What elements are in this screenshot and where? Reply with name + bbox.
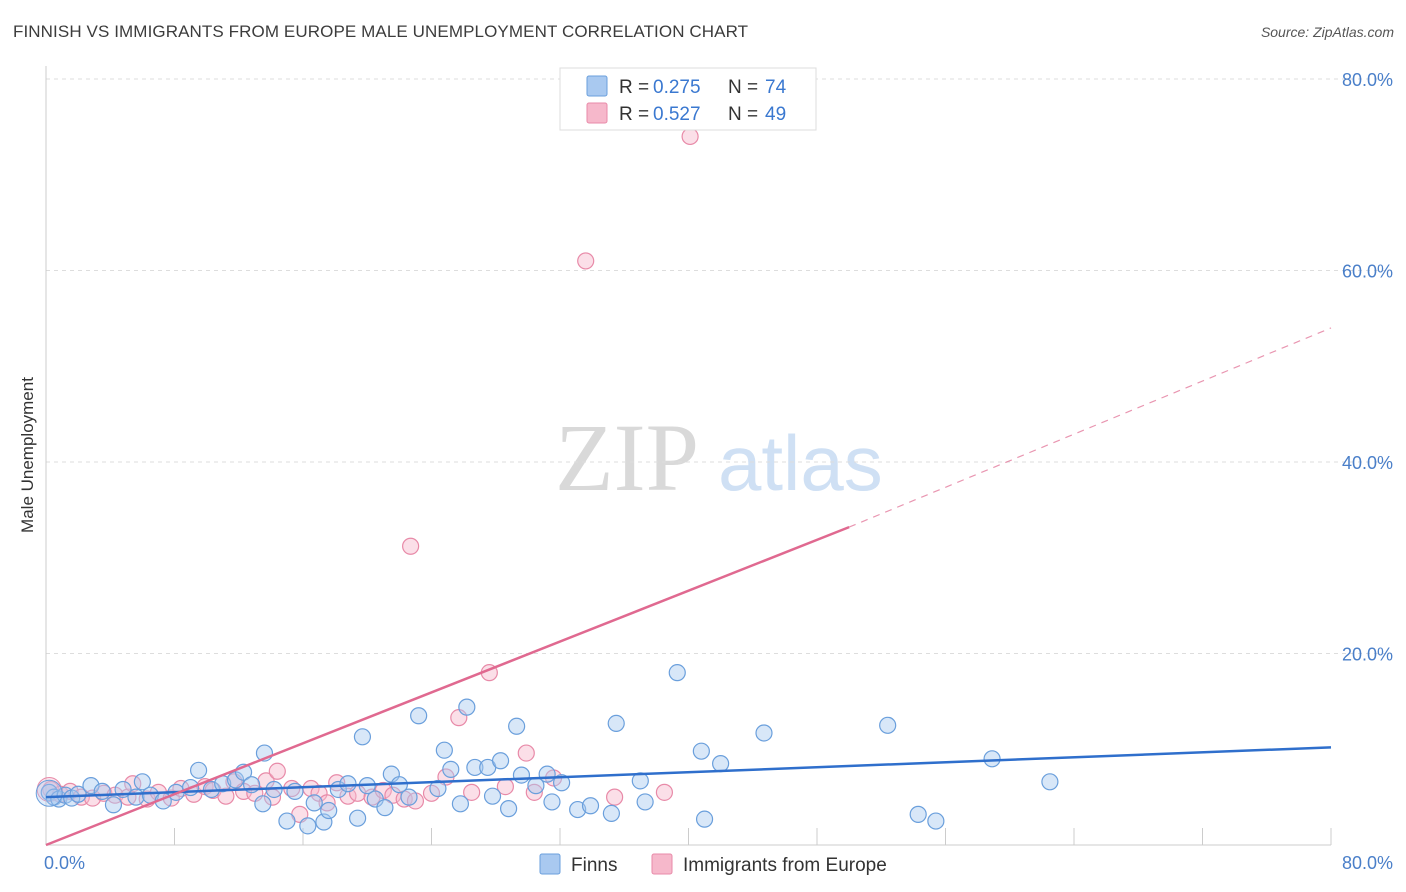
finns-point-53 [512, 766, 531, 784]
immigrants-point-49 [681, 127, 699, 146]
finns-point-51 [500, 800, 518, 818]
finns-point-70 [909, 805, 927, 823]
legend-swatch-immigrants [586, 102, 608, 124]
immigrants-trend-line [45, 525, 850, 847]
x-tick-labels: 0.0% 80.0% [44, 853, 1393, 873]
immigrants-trend-extension [848, 327, 1332, 528]
bottom-legend-swatch-immigrants [651, 853, 673, 875]
finns-point-64 [668, 664, 686, 682]
y-tick-labels: 20.0% 40.0% 60.0% 80.0% [1342, 70, 1393, 665]
finns-point-25 [278, 812, 296, 830]
finns-point-27 [299, 817, 317, 835]
finns-point-68 [755, 724, 773, 742]
legend-immigrants-n-value: 49 [765, 104, 786, 125]
finns-point-42 [429, 779, 447, 798]
legend-finns-n-label: N = [728, 77, 758, 98]
finns-point-67 [712, 755, 730, 773]
finns-point-45 [451, 795, 470, 813]
finns-point-7 [93, 782, 111, 800]
source-credit: Source: ZipAtlas.com [1260, 24, 1394, 40]
watermark-zip: ZIP [555, 404, 699, 511]
trend-lines [45, 327, 1332, 847]
x-tick-label-0: 0.0% [44, 853, 85, 873]
legend-finns-r-value: 0.275 [653, 77, 701, 98]
y-tick-label-3: 80.0% [1342, 70, 1393, 90]
legend-finns-n-value: 74 [765, 77, 787, 98]
finns-point-30 [320, 801, 338, 820]
x-tick-label-1: 80.0% [1342, 853, 1393, 873]
finns-point-65 [692, 742, 710, 760]
gridlines [46, 78, 1392, 654]
immigrants-point-35 [402, 537, 420, 555]
legend-finns-r-label: R = [619, 77, 649, 98]
finns-point-28 [305, 794, 323, 812]
finns-point-11 [133, 773, 151, 791]
finns-point-73 [1041, 773, 1059, 791]
finns-point-71 [927, 812, 945, 830]
watermark: ZIP atlas [555, 404, 883, 511]
immigrants-point-44 [525, 783, 543, 801]
finns-point-63 [636, 793, 654, 811]
finns-point-44 [442, 760, 460, 778]
finns-point-41 [410, 707, 428, 725]
legend-immigrants-r-label: R = [619, 104, 649, 125]
y-tick-label-2: 60.0% [1342, 262, 1393, 282]
finns-point-22 [254, 795, 272, 813]
finns-point-5 [69, 785, 87, 803]
legend-immigrants-n-label: N = [728, 104, 758, 125]
finns-point-55 [538, 765, 556, 783]
legend-immigrants-r-value: 0.527 [653, 104, 701, 125]
chart-title: FINNISH VS IMMIGRANTS FROM EUROPE MALE U… [13, 22, 749, 41]
immigrants-point-46 [577, 252, 595, 270]
finns-point-47 [466, 758, 484, 777]
axes [45, 66, 1332, 846]
y-axis-label: Male Unemployment [18, 377, 37, 533]
immigrants-point-22 [268, 762, 286, 780]
y-tick-label-1: 40.0% [1342, 453, 1393, 473]
finns-point-50 [491, 752, 510, 770]
immigrants-point-47 [606, 788, 624, 806]
finns-point-66 [695, 810, 714, 828]
finns-point-57 [553, 774, 571, 792]
finns-point-36 [366, 790, 384, 808]
finns-point-8 [104, 796, 123, 814]
finns-trend-line [45, 746, 1332, 799]
finns-point-26 [286, 782, 304, 800]
finns-point-60 [607, 714, 625, 732]
correlation-legend: R = 0.275 N = 74 R = 0.527 N = 49 [559, 67, 817, 131]
immigrants-point-48 [655, 783, 674, 801]
finns-point-40 [400, 788, 418, 806]
finns-point-58 [569, 800, 587, 819]
finns-point-56 [543, 793, 561, 811]
finns-point-59 [581, 797, 600, 815]
bottom-legend-finns: Finns [571, 855, 617, 876]
legend-swatch-finns [586, 75, 608, 97]
finns-point-33 [349, 809, 367, 827]
finns-point-46 [458, 698, 476, 716]
finns-point-43 [435, 741, 453, 759]
series-finns-points [35, 664, 1059, 835]
finns-point-34 [353, 728, 372, 746]
watermark-atlas: atlas [718, 419, 883, 507]
finns-point-72 [983, 750, 1001, 768]
y-tick-label-0: 20.0% [1342, 645, 1393, 665]
bottom-legend-immigrants: Immigrants from Europe [683, 855, 887, 876]
finns-point-32 [339, 775, 357, 793]
immigrants-point-40 [463, 783, 481, 801]
finns-point-61 [602, 804, 621, 823]
immigrants-point-43 [517, 744, 535, 762]
finns-point-10 [127, 788, 145, 806]
finns-point-52 [508, 717, 526, 735]
finns-point-37 [376, 799, 394, 817]
finns-point-49 [483, 787, 502, 805]
series-legend: Finns Immigrants from Europe [539, 853, 887, 876]
finns-point-69 [879, 716, 897, 734]
finns-point-16 [189, 761, 208, 779]
bottom-legend-swatch-finns [539, 853, 561, 875]
finns-point-cluster [35, 779, 63, 807]
immigrants-point-29 [339, 787, 357, 805]
